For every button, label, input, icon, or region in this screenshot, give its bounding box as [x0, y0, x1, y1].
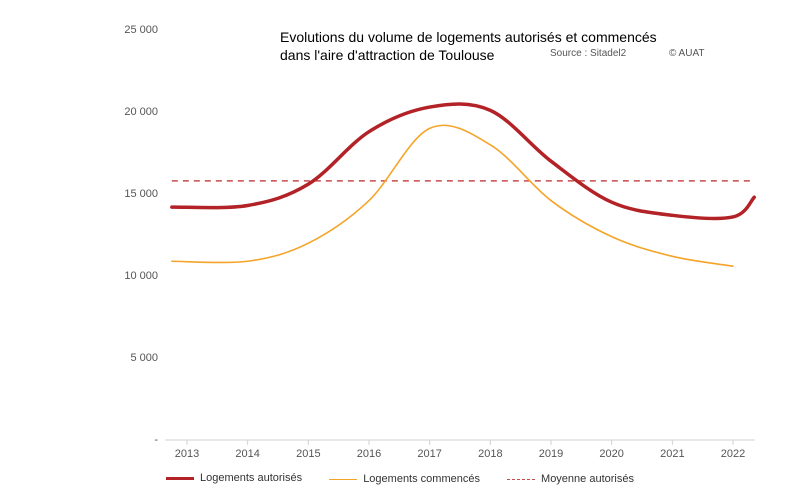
x-tick-label: 2020: [599, 448, 623, 460]
y-tick-label: 5 000: [103, 352, 158, 364]
legend: Logements autorisés Logements commencés …: [0, 471, 800, 486]
series-commences: [172, 125, 733, 266]
legend-label-autorises: Logements autorisés: [200, 472, 302, 484]
legend-label-moyenne: Moyenne autorisés: [541, 473, 634, 485]
y-tick-label: 20 000: [103, 106, 158, 118]
legend-swatch-autorises: [166, 477, 194, 480]
series-autorises: [172, 104, 754, 218]
legend-item-moyenne: Moyenne autorisés: [507, 473, 634, 485]
x-tick-label: 2013: [175, 448, 199, 460]
y-tick-label: 10 000: [103, 270, 158, 282]
y-tick-label: 25 000: [103, 24, 158, 36]
legend-item-commences: Logements commencés: [329, 473, 480, 485]
legend-label-commences: Logements commencés: [363, 473, 480, 485]
y-tick-label: 15 000: [103, 188, 158, 200]
x-tick-label: 2015: [296, 448, 320, 460]
plot-area: [165, 30, 755, 440]
x-tick-label: 2014: [235, 448, 259, 460]
x-tick-label: 2021: [660, 448, 684, 460]
x-tick-label: 2019: [539, 448, 563, 460]
x-tick-label: 2016: [357, 448, 381, 460]
x-tick-label: 2018: [478, 448, 502, 460]
legend-swatch-commences: [329, 479, 357, 480]
y-tick-label: -: [103, 434, 158, 446]
legend-swatch-moyenne: [507, 479, 535, 480]
x-tick-label: 2022: [721, 448, 745, 460]
legend-item-autorises: Logements autorisés: [166, 472, 302, 484]
chart-container: Evolutions du volume de logements autori…: [0, 0, 800, 500]
plot-svg: [165, 30, 755, 440]
x-tick-label: 2017: [417, 448, 441, 460]
